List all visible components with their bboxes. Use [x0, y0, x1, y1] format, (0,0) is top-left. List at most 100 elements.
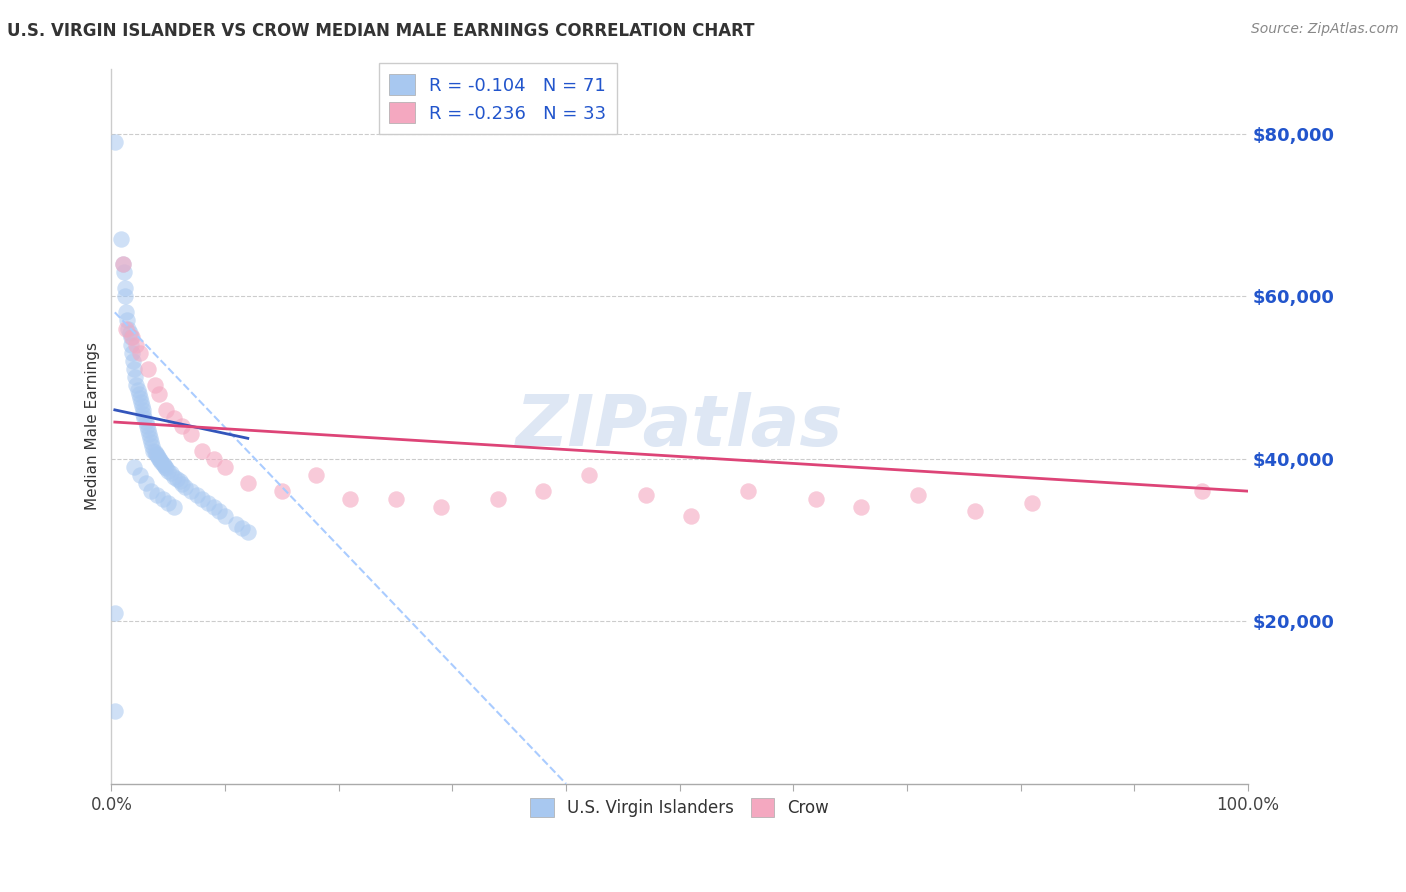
Point	[117, 313, 139, 327]
Point	[159, 467, 181, 481]
Point	[191, 492, 214, 507]
Point	[152, 492, 174, 507]
Point	[141, 484, 163, 499]
Point	[115, 321, 138, 335]
Point	[128, 346, 150, 360]
Point	[965, 504, 987, 518]
Point	[1021, 496, 1043, 510]
Text: Source: ZipAtlas.com: Source: ZipAtlas.com	[1251, 22, 1399, 37]
Point	[128, 467, 150, 482]
Point	[305, 467, 328, 482]
Point	[214, 508, 236, 523]
Point	[125, 338, 148, 352]
Point	[180, 427, 202, 442]
Point	[127, 383, 149, 397]
Point	[270, 484, 292, 499]
Point	[143, 378, 166, 392]
Y-axis label: Median Male Earnings: Median Male Earnings	[86, 343, 100, 510]
Point	[104, 135, 127, 149]
Point	[114, 281, 136, 295]
Point	[111, 256, 134, 270]
Point	[115, 305, 138, 319]
Point	[125, 378, 148, 392]
Point	[117, 321, 139, 335]
Point	[136, 423, 159, 437]
Point	[136, 362, 159, 376]
Point	[134, 415, 156, 429]
Point	[132, 402, 155, 417]
Point	[202, 451, 225, 466]
Point	[122, 362, 145, 376]
Point	[214, 459, 236, 474]
Point	[191, 443, 214, 458]
Point	[150, 455, 173, 469]
Point	[148, 451, 170, 466]
Point	[134, 411, 156, 425]
Point	[1191, 484, 1213, 499]
Point	[141, 435, 163, 450]
Point	[157, 464, 180, 478]
Point	[152, 458, 174, 472]
Point	[531, 484, 554, 499]
Point	[486, 492, 509, 507]
Point	[131, 399, 153, 413]
Point	[170, 476, 193, 491]
Point	[135, 419, 157, 434]
Point	[149, 453, 172, 467]
Point	[138, 427, 160, 442]
Point	[174, 480, 197, 494]
Point	[142, 443, 165, 458]
Point	[166, 472, 188, 486]
Point	[122, 354, 145, 368]
Point	[430, 500, 453, 515]
Point	[170, 419, 193, 434]
Point	[163, 469, 186, 483]
Point	[145, 447, 167, 461]
Point	[132, 407, 155, 421]
Point	[578, 467, 600, 482]
Point	[112, 265, 135, 279]
Point	[122, 459, 145, 474]
Point	[197, 496, 219, 510]
Point	[146, 488, 169, 502]
Point	[155, 402, 177, 417]
Point	[121, 346, 143, 360]
Point	[236, 476, 259, 491]
Point	[104, 704, 127, 718]
Point	[134, 476, 156, 491]
Point	[104, 606, 127, 620]
Point	[120, 329, 142, 343]
Point	[141, 439, 163, 453]
Point	[128, 386, 150, 401]
Point	[124, 370, 146, 384]
Point	[148, 386, 170, 401]
Point	[139, 431, 162, 445]
Point	[384, 492, 406, 507]
Point	[737, 484, 759, 499]
Point	[157, 496, 180, 510]
Point	[163, 500, 186, 515]
Point	[111, 256, 134, 270]
Point	[339, 492, 361, 507]
Point	[804, 492, 827, 507]
Point	[231, 521, 253, 535]
Point	[110, 232, 132, 246]
Legend: U.S. Virgin Islanders, Crow: U.S. Virgin Islanders, Crow	[522, 789, 838, 825]
Point	[180, 484, 202, 499]
Point	[208, 504, 231, 518]
Point	[907, 488, 929, 502]
Point	[155, 461, 177, 475]
Point	[128, 391, 150, 405]
Point	[143, 445, 166, 459]
Point	[186, 488, 208, 502]
Point	[202, 500, 225, 515]
Point	[236, 524, 259, 539]
Point	[163, 411, 186, 425]
Point	[146, 450, 169, 464]
Point	[118, 326, 141, 340]
Point	[225, 516, 247, 531]
Point	[146, 449, 169, 463]
Point	[679, 508, 702, 523]
Point	[120, 338, 142, 352]
Text: U.S. VIRGIN ISLANDER VS CROW MEDIAN MALE EARNINGS CORRELATION CHART: U.S. VIRGIN ISLANDER VS CROW MEDIAN MALE…	[7, 22, 755, 40]
